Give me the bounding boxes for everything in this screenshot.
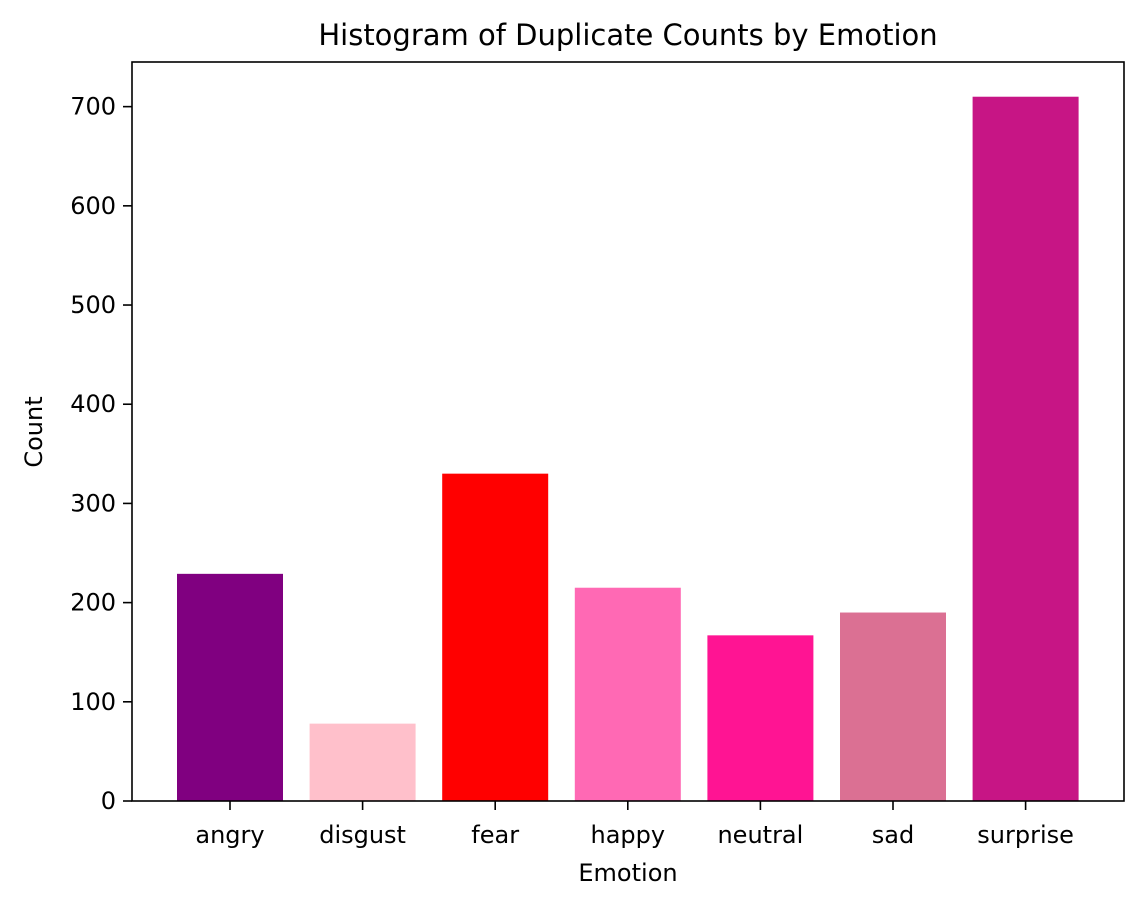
bar-surprise xyxy=(972,96,1079,802)
x-tick-label-sad: sad xyxy=(872,821,914,849)
y-axis: 0 100 200 300 400 500 600 700 xyxy=(70,93,132,815)
bar-fear xyxy=(442,473,549,801)
x-tick-label-surprise: surprise xyxy=(977,821,1074,849)
x-tick-label-disgust: disgust xyxy=(319,821,406,849)
bar-neutral xyxy=(707,635,814,801)
y-axis-label: Count xyxy=(20,396,48,467)
bar-angry xyxy=(177,573,283,801)
y-tick-label-0: 0 xyxy=(101,787,116,815)
bar-disgust xyxy=(309,723,416,801)
y-tick-label-400: 400 xyxy=(70,390,116,418)
y-tick-label-300: 300 xyxy=(70,489,116,517)
x-axis-label: Emotion xyxy=(578,859,677,887)
bar-sad xyxy=(840,612,946,801)
y-tick-label-700: 700 xyxy=(70,93,116,121)
bar-happy xyxy=(574,587,681,801)
x-tick-label-happy: happy xyxy=(591,821,666,849)
y-tick-label-500: 500 xyxy=(70,291,116,319)
bars-group xyxy=(177,96,1079,802)
x-tick-label-fear: fear xyxy=(471,821,519,849)
x-axis: angry disgust fear happy neutral sad surprise xyxy=(195,801,1074,849)
x-tick-label-angry: angry xyxy=(195,821,264,849)
y-tick-label-200: 200 xyxy=(70,589,116,617)
y-tick-label-100: 100 xyxy=(70,688,116,716)
y-tick-label-600: 600 xyxy=(70,192,116,220)
chart-title: Histogram of Duplicate Counts by Emotion xyxy=(318,18,937,52)
x-tick-label-neutral: neutral xyxy=(717,821,803,849)
